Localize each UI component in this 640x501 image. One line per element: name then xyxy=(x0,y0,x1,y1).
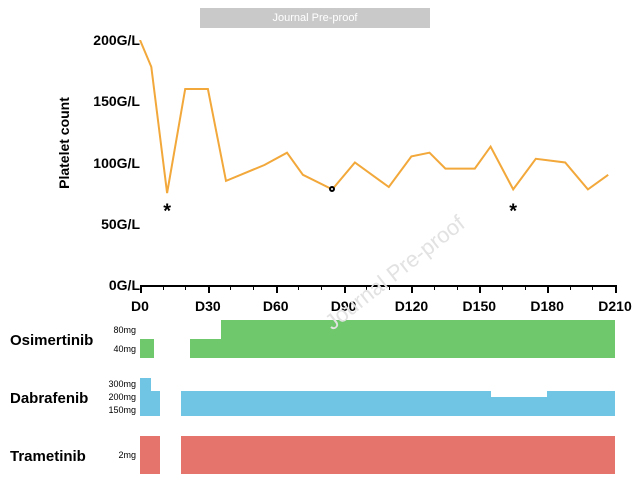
x-minor-tick xyxy=(321,285,322,290)
x-minor-tick xyxy=(185,285,186,290)
x-tick xyxy=(276,285,278,293)
x-minor-tick xyxy=(253,285,254,290)
x-tick xyxy=(615,285,617,293)
x-minor-tick xyxy=(502,285,503,290)
x-tick-label: D90 xyxy=(331,298,357,314)
drug-row: Trametinib 2mg xyxy=(0,436,640,478)
dose-bar-segment xyxy=(491,397,548,416)
platelet-line xyxy=(140,40,608,193)
drug-row: Dabrafenib 300mg 200mg 150mg xyxy=(0,378,640,420)
dose-bar-segment xyxy=(140,378,151,416)
dose-bar-segment xyxy=(140,436,160,474)
watermark-banner: Journal Pre-proof xyxy=(200,8,430,28)
platelet-line-chart: Platelet count 0G/L50G/L100G/L150G/L200G… xyxy=(60,40,620,305)
drug-label: Dabrafenib xyxy=(10,390,88,407)
marker-star-icon: * xyxy=(509,200,517,223)
dose-label: 200mg xyxy=(100,392,136,402)
dose-bar-segment xyxy=(190,339,222,358)
dose-label: 300mg xyxy=(100,379,136,389)
marker-circle-icon xyxy=(329,186,335,192)
x-minor-tick xyxy=(457,285,458,290)
x-minor-tick xyxy=(163,285,164,290)
x-tick-label: D0 xyxy=(131,298,149,314)
dose-bar-segment xyxy=(140,339,154,358)
x-tick xyxy=(547,285,549,293)
dose-bar-segment xyxy=(181,436,615,474)
dose-label: 40mg xyxy=(100,344,136,354)
x-minor-tick xyxy=(525,285,526,290)
x-tick xyxy=(344,285,346,293)
x-tick-label: D120 xyxy=(395,298,428,314)
x-tick-label: D30 xyxy=(195,298,221,314)
dose-label: 80mg xyxy=(100,325,136,335)
dose-bar-segment xyxy=(181,391,491,416)
dose-bar-track xyxy=(140,320,615,358)
x-minor-tick xyxy=(366,285,367,290)
x-minor-tick xyxy=(389,285,390,290)
dose-label: 150mg xyxy=(100,405,136,415)
drug-label: Trametinib xyxy=(10,448,86,465)
x-tick xyxy=(140,285,142,293)
marker-star-icon: * xyxy=(163,200,171,223)
dose-label: 2mg xyxy=(100,450,136,460)
x-tick xyxy=(411,285,413,293)
x-tick xyxy=(479,285,481,293)
x-minor-tick xyxy=(570,285,571,290)
drug-row: Osimertinib 80mg 40mg xyxy=(0,320,640,362)
x-minor-tick xyxy=(230,285,231,290)
x-minor-tick xyxy=(434,285,435,290)
dose-bar-track xyxy=(140,436,615,474)
x-tick-label: D150 xyxy=(463,298,496,314)
dose-bar-segment xyxy=(151,391,160,416)
x-tick-label: D210 xyxy=(598,298,631,314)
drug-label: Osimertinib xyxy=(10,332,93,349)
dose-bar-segment xyxy=(221,320,615,358)
x-minor-tick xyxy=(298,285,299,290)
dose-bar-segment xyxy=(547,391,615,416)
line-series xyxy=(60,40,620,305)
x-tick-label: D180 xyxy=(530,298,563,314)
x-minor-tick xyxy=(592,285,593,290)
x-axis-line xyxy=(140,285,615,287)
x-tick-label: D60 xyxy=(263,298,289,314)
x-tick xyxy=(208,285,210,293)
dose-bar-track xyxy=(140,378,615,416)
